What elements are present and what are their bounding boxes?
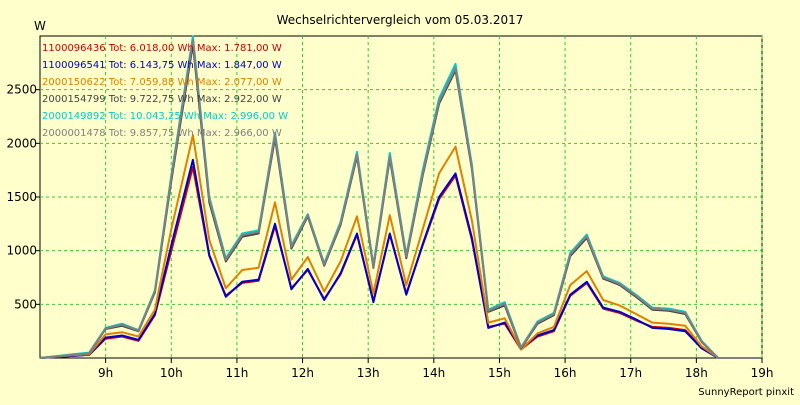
x-tick-label: 10h [160,366,183,380]
legend-entry-2: 1100096541 Tot: 6.143,75 Wh Max: 1.847,0… [42,60,282,71]
y-tick-label: 2500 [6,83,37,97]
series-line-3 [39,134,762,359]
x-tick-label: 18h [685,366,708,380]
series-layer [39,35,762,359]
legend-entry-6: 2000001478 Tot: 9.857,75 Wh Max: 2.966,0… [42,128,282,139]
x-tick-label: 19h [751,366,774,380]
x-tick-label: 14h [422,366,445,380]
x-tick-label: 17h [619,366,642,380]
legend-entry-3: 2000150622 Tot: 7.059,88 Wh Max: 2.077,0… [42,77,282,88]
legend-entry-1: 1100096436 Tot: 6.018,00 Wh Max: 1.781,0… [42,43,282,54]
y-tick-label: 1000 [6,244,37,258]
x-tick-label: 11h [225,366,248,380]
y-axis-unit: W [34,19,46,33]
y-tick-label: 500 [14,297,37,311]
y-tick-label: 1500 [6,190,37,204]
x-tick-label: 13h [357,366,380,380]
series-line-2 [39,158,762,359]
y-tick-label: 2000 [6,136,37,150]
x-tick-label: 15h [488,366,511,380]
footer-credit: SunnyReport pinxit [698,387,794,398]
legend-entry-5: 2000149892 Tot: 10.043,25 Wh Max: 2.996,… [42,111,288,122]
tick-layer: 500 1000 1500 2000 2500 9h 10h 11h 12h 13h 14h 15h 1… [6,83,773,380]
legend-entry-4: 2000154799 Tot: 9.722,75 Wh Max: 2.922,0… [42,94,282,105]
series-line-6 [39,38,762,359]
x-tick-label: 9h [98,366,113,380]
x-tick-label: 12h [291,366,314,380]
x-tick-label: 16h [554,366,577,380]
chart-title: Wechselrichtervergleich vom 05.03.2017 [277,13,524,27]
legend: 1100096436 Tot: 6.018,00 Wh Max: 1.781,0… [42,43,288,139]
